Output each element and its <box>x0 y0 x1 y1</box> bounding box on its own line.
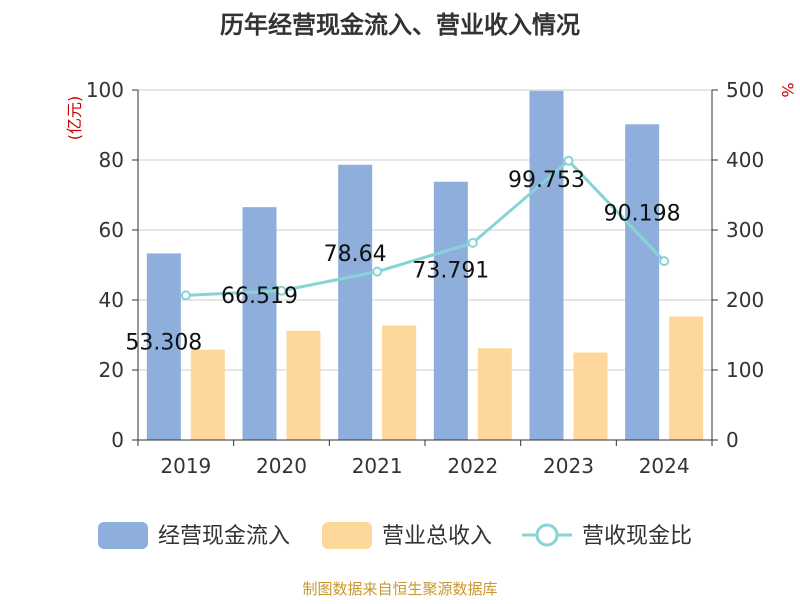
data-label-2023: 99.753 <box>508 168 585 193</box>
y-left-tick-label: 100 <box>86 78 124 102</box>
data-label-2024: 90.198 <box>604 201 681 226</box>
bar-营业总收入-2019 <box>190 349 225 440</box>
legend-label-经营现金流入: 经营现金流入 <box>158 524 290 549</box>
y-right-tick-label: 400 <box>726 148 764 172</box>
bar-营业总收入-2024 <box>669 316 704 440</box>
point-营收现金比-2023 <box>563 155 574 166</box>
y-right-tick-label: 300 <box>726 218 764 242</box>
line-营收现金比 <box>185 158 666 297</box>
bar-经营现金流入-2023 <box>529 90 564 440</box>
grid-lines <box>138 89 712 371</box>
x-tick-label: 2024 <box>639 454 690 478</box>
y-left-tick-label: 20 <box>99 358 124 382</box>
legend-swatch-营业总收入 <box>322 522 372 549</box>
point-营收现金比-2024 <box>659 256 670 267</box>
x-tick-label: 2019 <box>160 454 211 478</box>
y-right-tick-label: 500 <box>726 78 764 102</box>
legend-label-营业总收入: 营业总收入 <box>382 524 492 549</box>
data-label-2019: 53.308 <box>125 330 202 355</box>
point-营收现金比-2022 <box>467 237 478 248</box>
y-right-tick-label: 100 <box>726 358 764 382</box>
bar-营业总收入-2020 <box>286 330 321 440</box>
bar-经营现金流入-2021 <box>338 164 373 440</box>
bar-营业总收入-2022 <box>477 348 512 440</box>
y-axis-right-title: % <box>778 82 797 97</box>
x-tick-label: 2021 <box>352 454 403 478</box>
y-right-tick-label: 0 <box>726 428 739 452</box>
legend-swatch-经营现金流入 <box>98 522 148 549</box>
bar-经营现金流入-2024 <box>625 124 660 440</box>
bar-layer <box>146 90 704 440</box>
legend-label-营收现金比: 营收现金比 <box>582 524 692 549</box>
bar-经营现金流入-2022 <box>433 181 468 440</box>
axis-layer: 0 20 40 60 80 100 0 100 200 300 400 500 2019 2020 2021… <box>86 78 764 478</box>
chart-title: 历年经营现金流入、营业收入情况 <box>220 11 580 39</box>
y-left-tick-label: 40 <box>99 288 124 312</box>
y-axis-left-title: (亿元) <box>65 96 84 141</box>
data-label-layer: 53.308 66.519 78.64 73.791 99.753 90.198 <box>125 168 680 356</box>
line-layer <box>180 155 670 301</box>
data-label-2021: 78.64 <box>324 242 387 267</box>
x-tick-label: 2020 <box>256 454 307 478</box>
source-note: 制图数据来自恒生聚源数据库 <box>302 580 497 598</box>
point-营收现金比-2020 <box>276 285 287 296</box>
point-营收现金比-2019 <box>180 290 191 301</box>
bar-经营现金流入-2020 <box>242 207 277 440</box>
bar-营业总收入-2021 <box>382 325 417 440</box>
data-label-2022: 73.791 <box>412 259 489 284</box>
point-营收现金比-2021 <box>372 266 383 277</box>
y-left-tick-label: 60 <box>99 218 124 242</box>
legend-swatch-marker <box>535 523 559 547</box>
y-left-tick-label: 0 <box>111 428 124 452</box>
x-tick-label: 2022 <box>447 454 498 478</box>
legend: 经营现金流入 营业总收入 营收现金比 <box>98 522 692 549</box>
y-left-tick-label: 80 <box>99 148 124 172</box>
bar-经营现金流入-2019 <box>146 253 181 440</box>
x-tick-label: 2023 <box>543 454 594 478</box>
y-right-tick-label: 200 <box>726 288 764 312</box>
data-label-2020: 66.519 <box>221 284 298 309</box>
bar-营业总收入-2023 <box>573 352 608 440</box>
